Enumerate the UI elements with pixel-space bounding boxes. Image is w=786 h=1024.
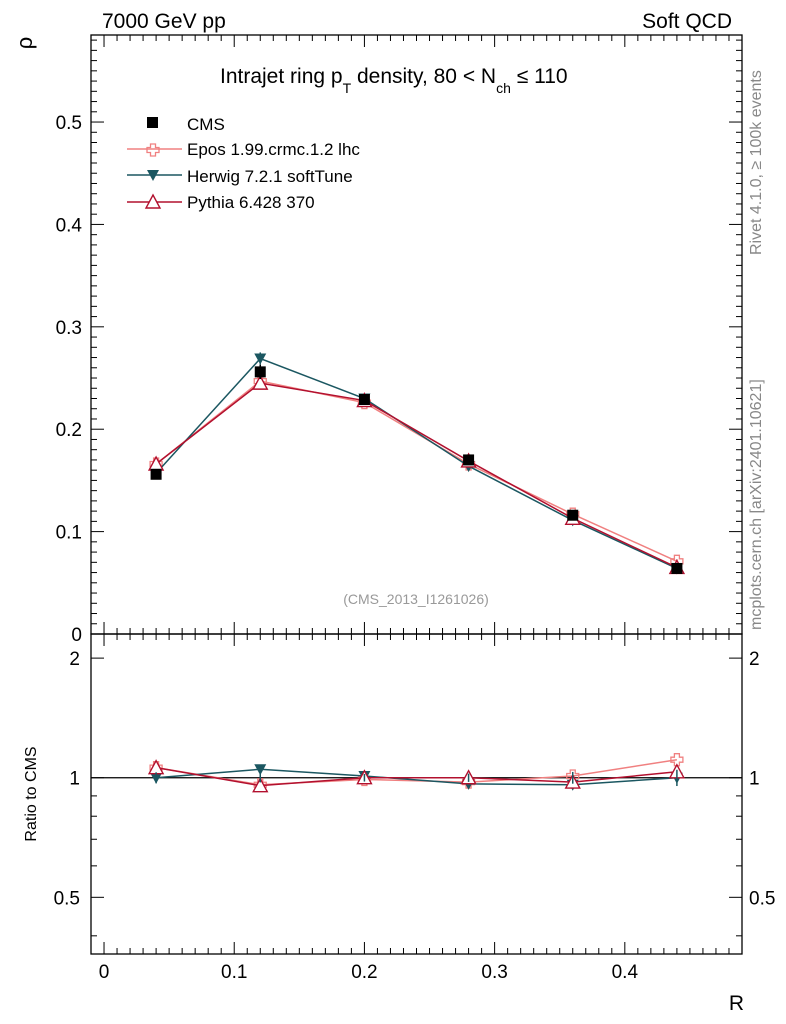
y-tick-label: 0.2 [56,420,82,441]
axis-ticks [91,35,742,954]
analysis-watermark: (CMS_2013_I1261026) [343,591,489,607]
ratio-line-pythia [155,766,677,787]
ratio-y-tick-label: 1 [69,769,80,790]
data-point-pythia [147,455,165,471]
main-panel [147,352,686,575]
legend-label-pythia: Pythia 6.428 370 [187,193,315,212]
data-point-cms [463,454,475,466]
legend-marker-cms [147,117,158,128]
legend-marker-pythia [144,193,162,209]
ratio-line-herwig [156,768,677,786]
y-tick-label: 0.3 [56,318,82,339]
ratio-y-tick-label-right: 1 [749,769,760,790]
chart-title-sub: ch [496,80,511,96]
data-point-cms [567,509,579,521]
header-right: Soft QCD [642,10,732,33]
y-tick-label: 0.5 [56,113,82,134]
ratio-y-tick-label: 2 [69,649,80,670]
ratio-panel [91,753,742,793]
chart-title-part: density, 80 < N [351,65,496,88]
chart-title-part: ≤ 110 [511,65,568,88]
main-ylabel: ρ [12,37,37,50]
data-point-herwig [254,353,267,365]
legend-marker-herwig [147,170,159,181]
y-tick-label: 0.4 [56,215,83,236]
series-line-pythia [155,382,678,569]
legend-marker-epos [146,143,160,157]
x-tick-label: 0.2 [351,962,377,983]
tick-labels: 0 0.1 0.2 0.3 0.4 0 0.1 0.2 0.3 0.4 0.5 0.5 0.5 1 1 2 2 [54,113,776,983]
mcplots-side-label: mcplots.cern.ch [arXiv:2401.10621] [748,379,765,630]
x-tick-label: 0.1 [221,962,247,983]
ratio-point-pythia [147,759,165,775]
legend-label-cms: CMS [187,115,225,134]
xaxis-label: R [729,992,744,1015]
ratio-y-tick-label-right: 2 [749,649,760,670]
ratio-plot-frame [90,633,743,955]
data-point-cms [254,366,266,378]
data-point-cms [358,394,370,406]
data-point-pythia [252,374,269,390]
legend-label-epos: Epos 1.99.crmc.1.2 lhc [187,140,360,159]
chart-title: Intrajet ring pT density, 80 < Nch ≤ 110 [220,65,568,96]
ratio-ylabel: Ratio to CMS [23,746,40,841]
header-left: 7000 GeV pp [102,10,226,33]
legend-label-herwig: Herwig 7.2.1 softTune [187,167,353,186]
rivet-side-label: Rivet 4.1.0, ≥ 100k events [748,70,765,255]
chart-title-part: Intrajet ring p [220,65,343,88]
data-point-cms [671,562,683,574]
chart-title-sub: T [343,80,352,96]
y-tick-label: 0.1 [56,523,82,544]
ratio-point-herwig [254,764,267,776]
x-tick-label: 0.3 [481,962,507,983]
data-point-cms [150,468,162,480]
y-tick-label: 0 [71,625,82,646]
ratio-y-tick-label-right: 0.5 [749,888,775,909]
series-line-herwig [155,357,678,570]
x-tick-label: 0 [99,962,110,983]
legend: CMS Epos 1.99.crmc.1.2 lhc Herwig 7.2.1 … [127,115,360,212]
series-line-epos [155,380,678,562]
ratio-y-tick-label: 0.5 [54,888,80,909]
ratio-point-epos [670,753,684,767]
x-tick-label: 0.4 [612,962,639,983]
ratio-point-pythia [252,777,269,793]
